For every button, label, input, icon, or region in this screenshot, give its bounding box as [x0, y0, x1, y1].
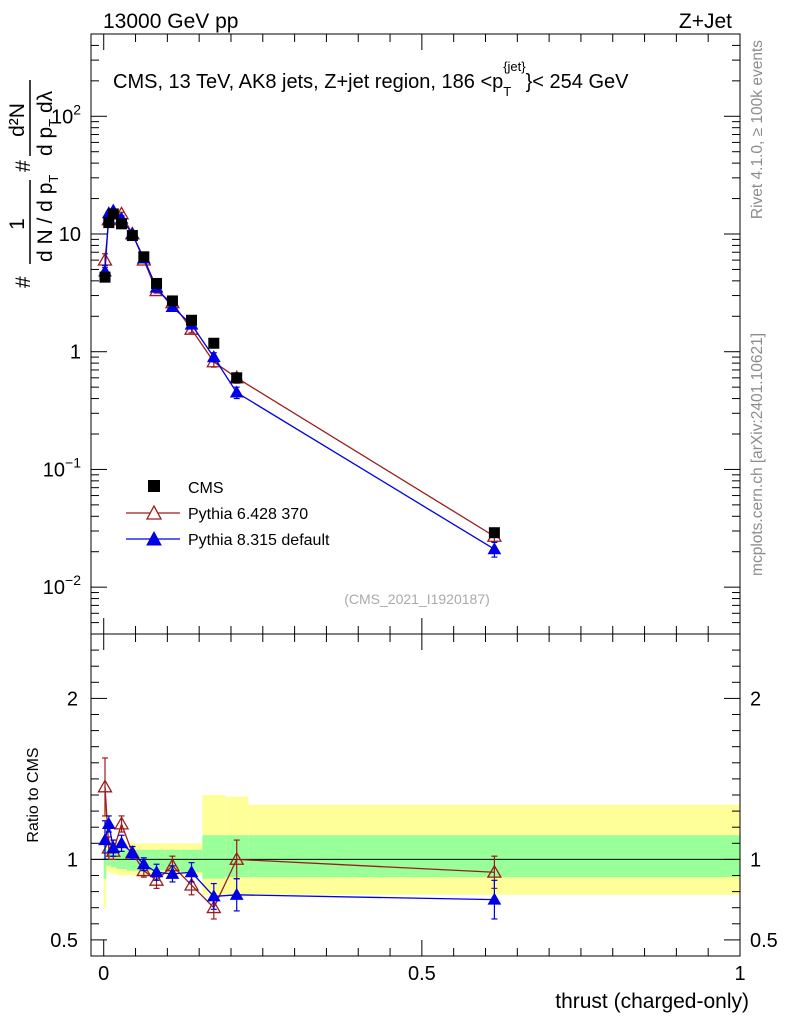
- chart-title: CMS, 13 TeV, AK8 jets, Z+jet region, 186…: [113, 59, 629, 99]
- main-point-pythia8: [206, 350, 221, 363]
- ratio-point-pythia8: [487, 892, 502, 905]
- legend-item-cms: CMS: [148, 480, 224, 497]
- main-y-tick-label: 10−2: [43, 572, 81, 599]
- main-x-ticks: [103, 34, 741, 634]
- ratio-point-pythia6: [136, 862, 152, 877]
- ratio-point-pythia8: [229, 887, 244, 900]
- ratio-y-tick-label-left: 2: [67, 688, 78, 710]
- main-point-cms: [231, 372, 243, 384]
- legend-label-pythia8: Pythia 8.315 default: [188, 532, 330, 549]
- legend: CMS Pythia 6.428 370 Pythia 8.315 defaul…: [126, 480, 330, 549]
- ratio-series-layer: [97, 757, 503, 920]
- chart-title-tail: }< 254 GeV: [526, 71, 630, 93]
- legend-marker-cms: [148, 480, 160, 492]
- ratio-point-pythia8: [125, 845, 140, 858]
- ratio-point-pythia8: [165, 866, 180, 879]
- main-point-cms: [107, 208, 119, 220]
- main-point-cms: [186, 314, 198, 326]
- main-line-pythia-8.315-default: [104, 209, 495, 550]
- ratio-x-tick-label: 1: [734, 963, 745, 985]
- ylabel-left-num: 1: [6, 218, 29, 230]
- x-axis-label: thrust (charged-only): [555, 990, 749, 1013]
- ratio-point-pythia8: [136, 857, 151, 870]
- main-point-cms: [99, 271, 111, 283]
- main-y-tick-label: 10: [59, 224, 81, 246]
- ratio-point-pythia6: [148, 872, 165, 886]
- main-point-cms: [116, 218, 128, 230]
- main-y-ticks: 10−2 10−1 1 10 102: [43, 33, 740, 635]
- ratio-band-green: [126, 849, 139, 871]
- header-left: 13000 GeV pp: [103, 10, 238, 33]
- main-y-axis-label: # 1 d N / d pT # d²N d pT dλ: [6, 80, 61, 288]
- ratio-panel: 0.5 0.51 12 2 0 0.5 1 Ratio to CMS thrust (ch…: [25, 633, 778, 1013]
- main-y-tick-label: 10−1: [43, 454, 81, 481]
- main-line-pythia-6.428-370: [104, 212, 495, 537]
- legend-item-pythia6: Pythia 6.428 370: [126, 504, 308, 523]
- ratio-y-tick-label-left: 1: [67, 849, 78, 871]
- main-point-cms: [166, 295, 178, 307]
- ratio-point-pythia6: [229, 851, 245, 865]
- ratio-point-pythia8: [101, 816, 116, 829]
- main-series-layer: [97, 203, 503, 558]
- ratio-x-tick-label: 0.5: [408, 963, 436, 985]
- legend-label-cms: CMS: [188, 480, 224, 497]
- rivet-version-label: Rivet 4.1.0, ≥ 100k events: [749, 40, 766, 219]
- main-point-pythia8: [487, 542, 502, 555]
- analysis-watermark: (CMS_2021_I1920187): [344, 591, 490, 607]
- ratio-frame: [90, 633, 741, 957]
- main-point-cms: [103, 217, 115, 229]
- chart-title-sup: {jet}: [503, 59, 526, 74]
- ratio-y-ticks: 0.5 0.5 1 1 2 2: [50, 633, 778, 957]
- ratio-point-pythia6: [113, 816, 130, 830]
- ylabel-right-den: d pT dλ: [34, 90, 61, 156]
- mcplots-label: mcplots.cern.ch [arXiv:2401.10621]: [749, 333, 766, 576]
- main-point-cms: [488, 527, 500, 539]
- main-panel: 10−2 10−1 1 10 102 CMS, 13 TeV, AK8 jets, Z+…: [6, 33, 741, 635]
- ratio-y-tick-label-right: 1: [750, 849, 761, 871]
- header-right: Z+Jet: [679, 10, 732, 33]
- ratio-point-pythia6: [97, 779, 113, 793]
- ylabel-right-num: d²N: [6, 103, 29, 137]
- ratio-point-pythia6: [206, 899, 222, 914]
- ratio-x-ticks: 0 0.5 1: [98, 634, 746, 985]
- ylabel-left-den: d N / d pT: [34, 175, 61, 262]
- ratio-point-pythia6: [486, 864, 503, 878]
- ratio-point-pythia8: [98, 833, 112, 846]
- main-y-tick-label: 102: [51, 101, 81, 128]
- ratio-x-tick-label: 0: [98, 963, 109, 985]
- ratio-y-axis-label: Ratio to CMS: [25, 747, 42, 842]
- chart-title-sub: T: [503, 84, 511, 99]
- ratio-point-pythia8: [114, 836, 129, 849]
- main-point-cms: [151, 277, 163, 289]
- chart-title-main: CMS, 13 TeV, AK8 jets, Z+jet region, 186…: [113, 71, 503, 93]
- main-point-cms: [208, 337, 220, 349]
- ratio-point-pythia8: [206, 889, 221, 902]
- main-y-tick-label: 1: [70, 342, 81, 364]
- ratio-point-pythia6: [183, 877, 200, 891]
- ratio-y-tick-label-right: 0.5: [750, 930, 778, 952]
- ratio-bands-layer: [103, 795, 741, 908]
- ratio-band-green: [180, 849, 203, 873]
- ratio-point-pythia8: [149, 865, 164, 878]
- ratio-y-tick-label-left: 0.5: [50, 930, 78, 952]
- legend-label-pythia6: Pythia 6.428 370: [188, 506, 308, 523]
- legend-marker-pythia8: [146, 530, 162, 546]
- main-point-cms: [126, 230, 138, 242]
- ylabel-right-hash: #: [12, 160, 35, 172]
- ratio-band-green: [202, 835, 226, 879]
- ratio-y-tick-label-right: 2: [750, 688, 761, 710]
- ylabel-left-hash: #: [12, 276, 35, 288]
- ratio-point-pythia8: [184, 865, 199, 878]
- ratio-band-green: [149, 849, 165, 871]
- legend-marker-pythia6: [145, 504, 163, 520]
- main-point-pythia8: [229, 385, 244, 398]
- legend-item-pythia8: Pythia 8.315 default: [126, 530, 330, 549]
- main-point-cms: [138, 251, 150, 263]
